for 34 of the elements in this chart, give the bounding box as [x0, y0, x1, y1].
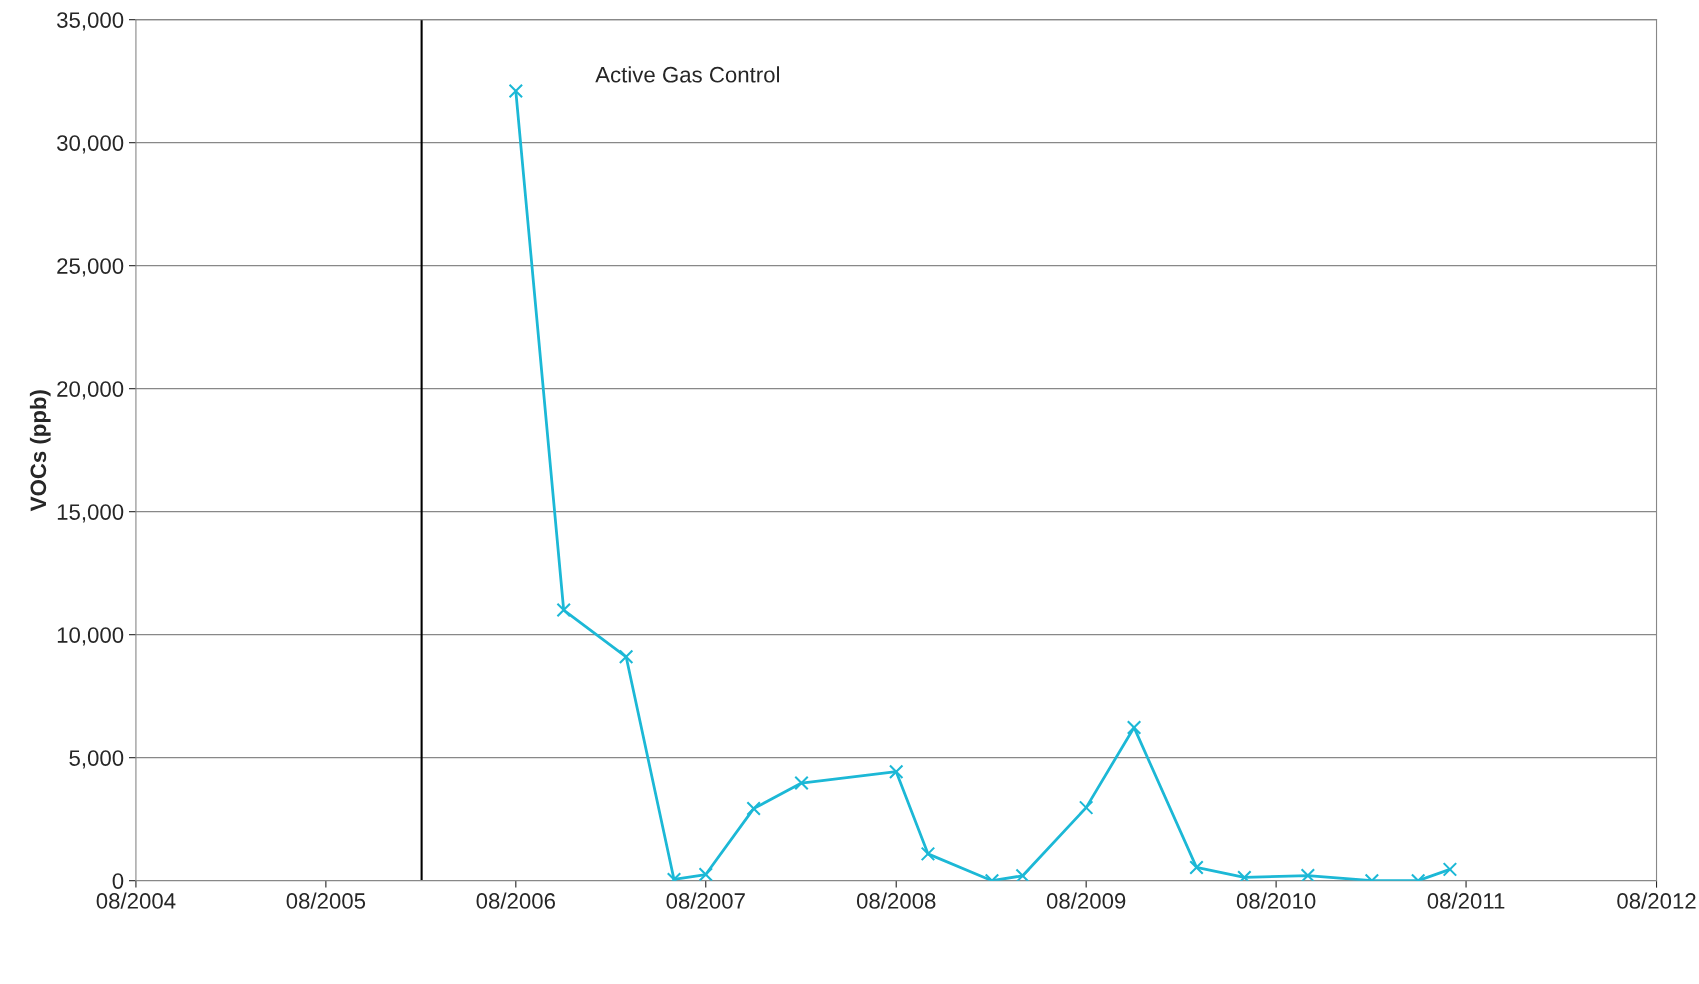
point: [746, 801, 761, 816]
point: [1237, 870, 1252, 881]
y-tick-label: 0: [112, 873, 124, 889]
x-tick-label: 08/2004: [96, 892, 176, 909]
x-tick-label: 08/2006: [476, 892, 555, 909]
x-tick-label: 08/2010: [1236, 892, 1316, 909]
point: [1078, 800, 1094, 815]
x-tick-label: 08/2011: [1427, 892, 1505, 909]
point: [1300, 868, 1316, 881]
y-tick-label: 5,000: [69, 750, 124, 769]
y-tick-label: 10,000: [57, 627, 124, 646]
x-tick-label: 08/2012: [1617, 892, 1696, 909]
y-tick-label: 30,000: [57, 135, 124, 154]
x-tick-label: 08/2008: [856, 892, 936, 909]
point: [618, 649, 634, 665]
point: [508, 83, 524, 99]
point: [1126, 720, 1142, 735]
y-tick-label: 20,000: [57, 381, 124, 400]
y-tick-label: 35,000: [57, 12, 124, 31]
point: [888, 764, 904, 779]
x-tick-label: 08/2009: [1046, 892, 1126, 909]
point: [1015, 868, 1030, 881]
x-tick-label: 08/2007: [666, 892, 745, 909]
y-tick-label: 15,000: [57, 504, 124, 523]
y-axis-title: VOCs (ppb): [29, 390, 51, 512]
point: [1442, 862, 1458, 877]
y-tick-label: 25,000: [57, 258, 124, 277]
point: [920, 846, 936, 862]
point: [556, 602, 571, 618]
x-tick-label: 08/2005: [286, 892, 366, 909]
point: [794, 775, 809, 791]
point: [698, 867, 714, 881]
ref-line-label: Active Gas Control: [595, 66, 779, 83]
point: [1189, 860, 1204, 875]
